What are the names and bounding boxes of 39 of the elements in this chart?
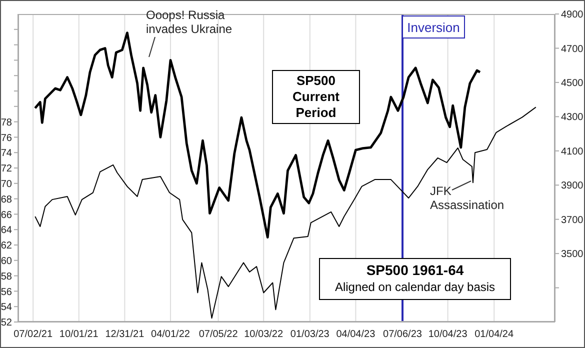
x-tick-label: 01/04/24 — [474, 329, 514, 340]
y-tick-label: 52 — [0, 318, 12, 329]
y2-tick-label: 4100 — [561, 146, 584, 158]
annotation: Ooops! Russia invades Ukraine — [146, 8, 234, 36]
y-tick-label: 68 — [0, 194, 12, 206]
y-tick-label: 58 — [0, 271, 12, 282]
y-tick-label: 56 — [0, 286, 12, 298]
y-tick-label: 76 — [0, 132, 12, 144]
text: SP500 1961-64 — [365, 262, 465, 279]
x-tick-label: 07/05/22 — [198, 329, 238, 340]
y-tick-label: 74 — [0, 148, 12, 160]
y-tick-label: 72 — [0, 164, 12, 175]
y-tick-label: 70 — [0, 178, 12, 190]
y2-tick-label: 4900 — [561, 10, 584, 21]
ref-line-label: Inversion — [407, 20, 460, 35]
y-tick-label: 66 — [0, 210, 12, 221]
y-tick-label: 62 — [0, 240, 12, 252]
x-tick-label: 12/31/21 — [105, 329, 145, 340]
y2-tick-label: 3900 — [561, 180, 584, 192]
x-tick-label: 10/04/23 — [428, 329, 468, 340]
y-tick-label: 54 — [0, 302, 12, 314]
x-tick-label: 07/02/21 — [14, 329, 53, 340]
y2-tick-label: 4500 — [561, 78, 584, 89]
y-tick-label: 78 — [0, 117, 12, 128]
y-tick-label: 60 — [0, 256, 12, 267]
annotation: JFK Assassination — [430, 184, 506, 212]
x-tick-label: 07/06/23 — [383, 329, 422, 340]
series-label: SP500 Current Period — [272, 70, 360, 124]
y2-tick-label: 4700 — [561, 44, 584, 55]
x-tick-label: 10/03/22 — [244, 329, 284, 340]
x-tick-label: 04/04/23 — [336, 329, 376, 340]
x-tick-label: 10/01/21 — [59, 329, 99, 340]
annotation: Aligned on calendar day basis — [334, 279, 496, 296]
y2-tick-label: 3700 — [561, 214, 584, 226]
y-tick-label: 64 — [0, 225, 12, 236]
x-tick-label: 01/03/23 — [290, 329, 330, 340]
x-tick-label: 04/01/22 — [151, 329, 190, 340]
y2-tick-label: 4300 — [561, 112, 584, 124]
y2-tick-label: 3500 — [561, 249, 584, 260]
